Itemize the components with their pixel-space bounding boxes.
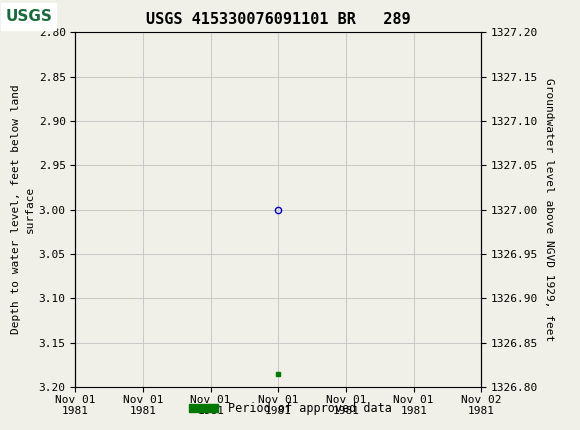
Y-axis label: Depth to water level, feet below land
surface: Depth to water level, feet below land su… [10,85,35,335]
Text: █USGS: █USGS [3,6,57,27]
Title: USGS 415330076091101 BR   289: USGS 415330076091101 BR 289 [146,12,411,27]
Legend: Period of approved data: Period of approved data [184,397,396,420]
Y-axis label: Groundwater level above NGVD 1929, feet: Groundwater level above NGVD 1929, feet [544,78,554,341]
Bar [1,3,56,30]
Text: USGS: USGS [6,9,52,24]
